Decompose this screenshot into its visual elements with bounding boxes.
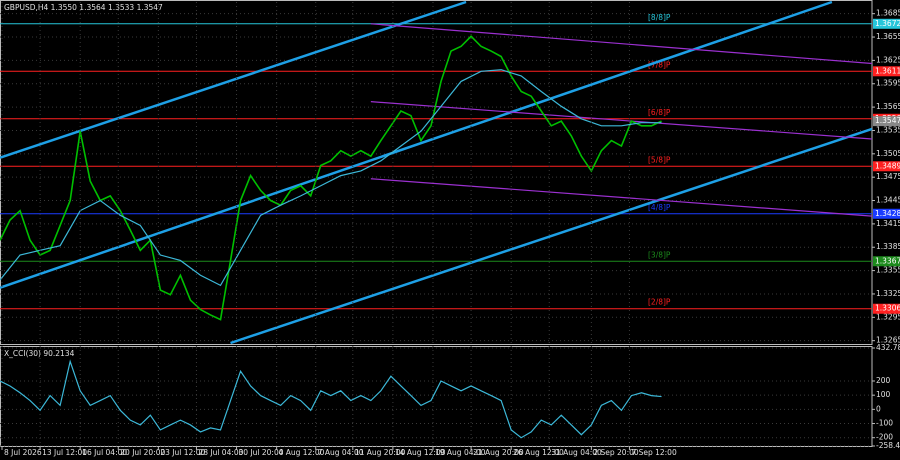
trend-line [230, 127, 873, 345]
last-price-box [873, 116, 900, 127]
level-label: [4/8]P [648, 203, 671, 212]
y-tick-label: 1.3505 [876, 149, 900, 158]
y-tick-label: 1.3445 [876, 196, 900, 205]
level-price-box [873, 256, 900, 267]
y-tick-label: 1.3295 [876, 312, 900, 321]
level-price-label: 1.3367 [875, 256, 900, 265]
y-tick-label: 1.3625 [876, 55, 900, 64]
last-price-label: 1.3547 [875, 116, 900, 125]
trend-line [370, 23, 873, 65]
y-tick-label: 0 [876, 404, 881, 413]
y-tick-label: -200 [876, 433, 893, 442]
level-price-label: 1.3306 [875, 304, 900, 313]
x-tick-label: 4 Aug 12:00 [279, 448, 325, 457]
series-line [0, 359, 662, 439]
trend-line [370, 101, 873, 140]
level-label: [6/8]P [648, 108, 671, 117]
x-tick-label: 28 Jul 04:00 [198, 448, 243, 457]
x-tick-label: 16 Jul 04:00 [82, 448, 127, 457]
x-tick-label: 31 Aug 04:00 [551, 448, 602, 457]
level-price-label: 1.3672 [875, 19, 900, 28]
x-tick-label: 30 Jul 20:00 [239, 448, 284, 457]
x-tick-label: 20 Jul 20:00 [120, 448, 165, 457]
panel-title: GBPUSD,H4 1.3550 1.3564 1.3533 1.3547 [4, 3, 163, 12]
y-tick-label: 1.3265 [876, 336, 900, 345]
trend-line [370, 178, 873, 217]
series-line [0, 69, 662, 287]
level-price-label: 1.3611 [875, 66, 900, 75]
price-panel-frame [0, 0, 873, 345]
y-tick-label: 1.3355 [876, 266, 900, 275]
y-tick-label: 1.3385 [876, 242, 900, 251]
y-tick-label: 100 [876, 390, 891, 399]
y-tick-label: 1.3685 [876, 9, 900, 18]
x-tick-label: 8 Jul 2026 [4, 448, 42, 457]
x-tick-label: 19 Aug 04:00 [435, 448, 486, 457]
y-tick-label: 1.3415 [876, 219, 900, 228]
x-tick-label: 23 Jul 12:00 [160, 448, 205, 457]
x-tick-label: 7 Sep 12:00 [631, 448, 677, 457]
series-line [0, 35, 662, 321]
level-label: [8/8]P [648, 13, 671, 22]
y-tick-label: 1.3475 [876, 172, 900, 181]
trend-line [0, 0, 467, 159]
x-tick-label: 7 Aug 04:00 [318, 448, 364, 457]
panel-title: X_CCI(30) 90.2134 [4, 349, 75, 358]
x-tick-label: 2 Sep 20:00 [593, 448, 639, 457]
level-label: [7/8]P [648, 60, 671, 69]
level-price-box [873, 303, 900, 314]
x-tick-label: 21 Aug 20:00 [473, 448, 524, 457]
y-tick-label: -100 [876, 419, 893, 428]
level-price-box [873, 208, 900, 219]
x-tick-label: 14 Aug 12:00 [395, 448, 446, 457]
y-tick-label: -258.4977 [876, 441, 900, 450]
y-tick-label: 432.788 [876, 343, 900, 352]
x-tick-label: 13 Jul 12:00 [42, 448, 87, 457]
x-tick-label: 11 Aug 20:00 [355, 448, 406, 457]
y-tick-label: 1.3565 [876, 102, 900, 111]
level-label: [5/8]P [648, 155, 671, 164]
y-tick-label: 200 [876, 376, 891, 385]
level-price-box [873, 18, 900, 29]
y-tick-label: 1.3595 [876, 79, 900, 88]
y-tick-label: 1.3535 [876, 125, 900, 134]
level-price-label: 1.3489 [875, 161, 900, 170]
level-label: [2/8]P [648, 298, 671, 307]
y-tick-label: 1.3655 [876, 32, 900, 41]
level-label: [3/8]P [648, 250, 671, 259]
level-price-box [873, 161, 900, 172]
level-price-box [873, 66, 900, 77]
x-tick-label: 26 Aug 12:00 [513, 448, 564, 457]
y-tick-label: 1.3325 [876, 289, 900, 298]
level-price-label: 1.3428 [875, 209, 900, 218]
